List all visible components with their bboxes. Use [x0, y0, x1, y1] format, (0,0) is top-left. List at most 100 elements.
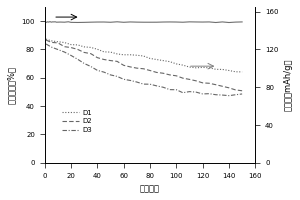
D3 — [181, 92, 185, 94]
D2 — [207, 82, 211, 84]
D3 — [194, 91, 198, 93]
X-axis label: 循环次数: 循环次数 — [140, 184, 160, 193]
D2 — [188, 78, 191, 81]
D2 — [109, 59, 112, 62]
D1 — [234, 71, 237, 73]
D1 — [82, 46, 86, 48]
D2 — [194, 80, 198, 82]
D3 — [44, 43, 48, 45]
D3 — [214, 94, 217, 96]
D1 — [135, 54, 139, 56]
D3 — [155, 85, 158, 87]
D2 — [214, 84, 217, 86]
D2 — [142, 68, 145, 70]
D2 — [234, 89, 237, 91]
D1 — [175, 63, 178, 65]
D3 — [56, 48, 60, 51]
D1 — [142, 55, 145, 57]
D2 — [168, 74, 172, 76]
D2 — [44, 39, 48, 41]
D1 — [89, 46, 93, 49]
D3 — [220, 94, 224, 96]
D3 — [63, 51, 66, 53]
Y-axis label: 库伦效率（%）: 库伦效率（%） — [7, 66, 16, 104]
Legend: D1, D2, D3: D1, D2, D3 — [59, 107, 95, 136]
D1 — [161, 59, 165, 62]
D2 — [102, 58, 106, 61]
D3 — [227, 94, 231, 97]
D3 — [142, 83, 145, 85]
D2 — [240, 90, 244, 92]
D2 — [63, 45, 66, 48]
Line: D2: D2 — [46, 40, 242, 91]
D1 — [76, 44, 80, 46]
D1 — [227, 69, 231, 72]
D2 — [69, 46, 73, 49]
D3 — [148, 83, 152, 85]
D2 — [181, 77, 185, 79]
D2 — [175, 75, 178, 77]
D3 — [69, 54, 73, 57]
Y-axis label: 比容量（mAh/g）: 比容量（mAh/g） — [284, 59, 293, 111]
D2 — [96, 56, 99, 59]
D2 — [76, 48, 80, 51]
D1 — [109, 51, 112, 53]
D1 — [102, 51, 106, 53]
D1 — [44, 38, 48, 40]
D3 — [76, 58, 80, 60]
D1 — [50, 40, 53, 42]
D3 — [207, 92, 211, 95]
D2 — [56, 42, 60, 44]
D1 — [201, 66, 204, 69]
D2 — [201, 82, 204, 84]
D2 — [161, 72, 165, 74]
D1 — [56, 41, 60, 43]
D3 — [161, 86, 165, 88]
D1 — [220, 68, 224, 71]
D3 — [82, 62, 86, 65]
D3 — [128, 79, 132, 82]
Line: D1: D1 — [46, 39, 242, 72]
D3 — [96, 69, 99, 72]
D2 — [89, 52, 93, 55]
D1 — [207, 67, 211, 69]
D3 — [135, 81, 139, 83]
D2 — [135, 67, 139, 69]
D1 — [214, 68, 217, 71]
D2 — [50, 41, 53, 44]
D3 — [122, 78, 125, 81]
D3 — [188, 90, 191, 93]
D1 — [122, 54, 125, 56]
D2 — [220, 85, 224, 87]
D3 — [234, 94, 237, 96]
D1 — [155, 58, 158, 61]
D3 — [109, 74, 112, 76]
D2 — [82, 51, 86, 54]
D2 — [115, 60, 119, 63]
D1 — [181, 64, 185, 66]
D2 — [128, 66, 132, 68]
D1 — [148, 57, 152, 60]
D2 — [148, 69, 152, 72]
D3 — [50, 46, 53, 48]
D2 — [155, 71, 158, 74]
D1 — [194, 67, 198, 69]
D3 — [89, 65, 93, 68]
D2 — [227, 87, 231, 89]
D3 — [240, 93, 244, 95]
D3 — [115, 75, 119, 78]
D2 — [122, 64, 125, 67]
D1 — [240, 71, 244, 73]
D3 — [168, 88, 172, 91]
D1 — [188, 66, 191, 68]
D1 — [69, 43, 73, 46]
D3 — [201, 93, 204, 95]
D1 — [96, 48, 99, 50]
D1 — [115, 53, 119, 55]
Line: D3: D3 — [46, 44, 242, 96]
D3 — [102, 71, 106, 73]
D1 — [168, 60, 172, 63]
D1 — [63, 41, 66, 44]
D3 — [175, 89, 178, 91]
D1 — [128, 54, 132, 56]
